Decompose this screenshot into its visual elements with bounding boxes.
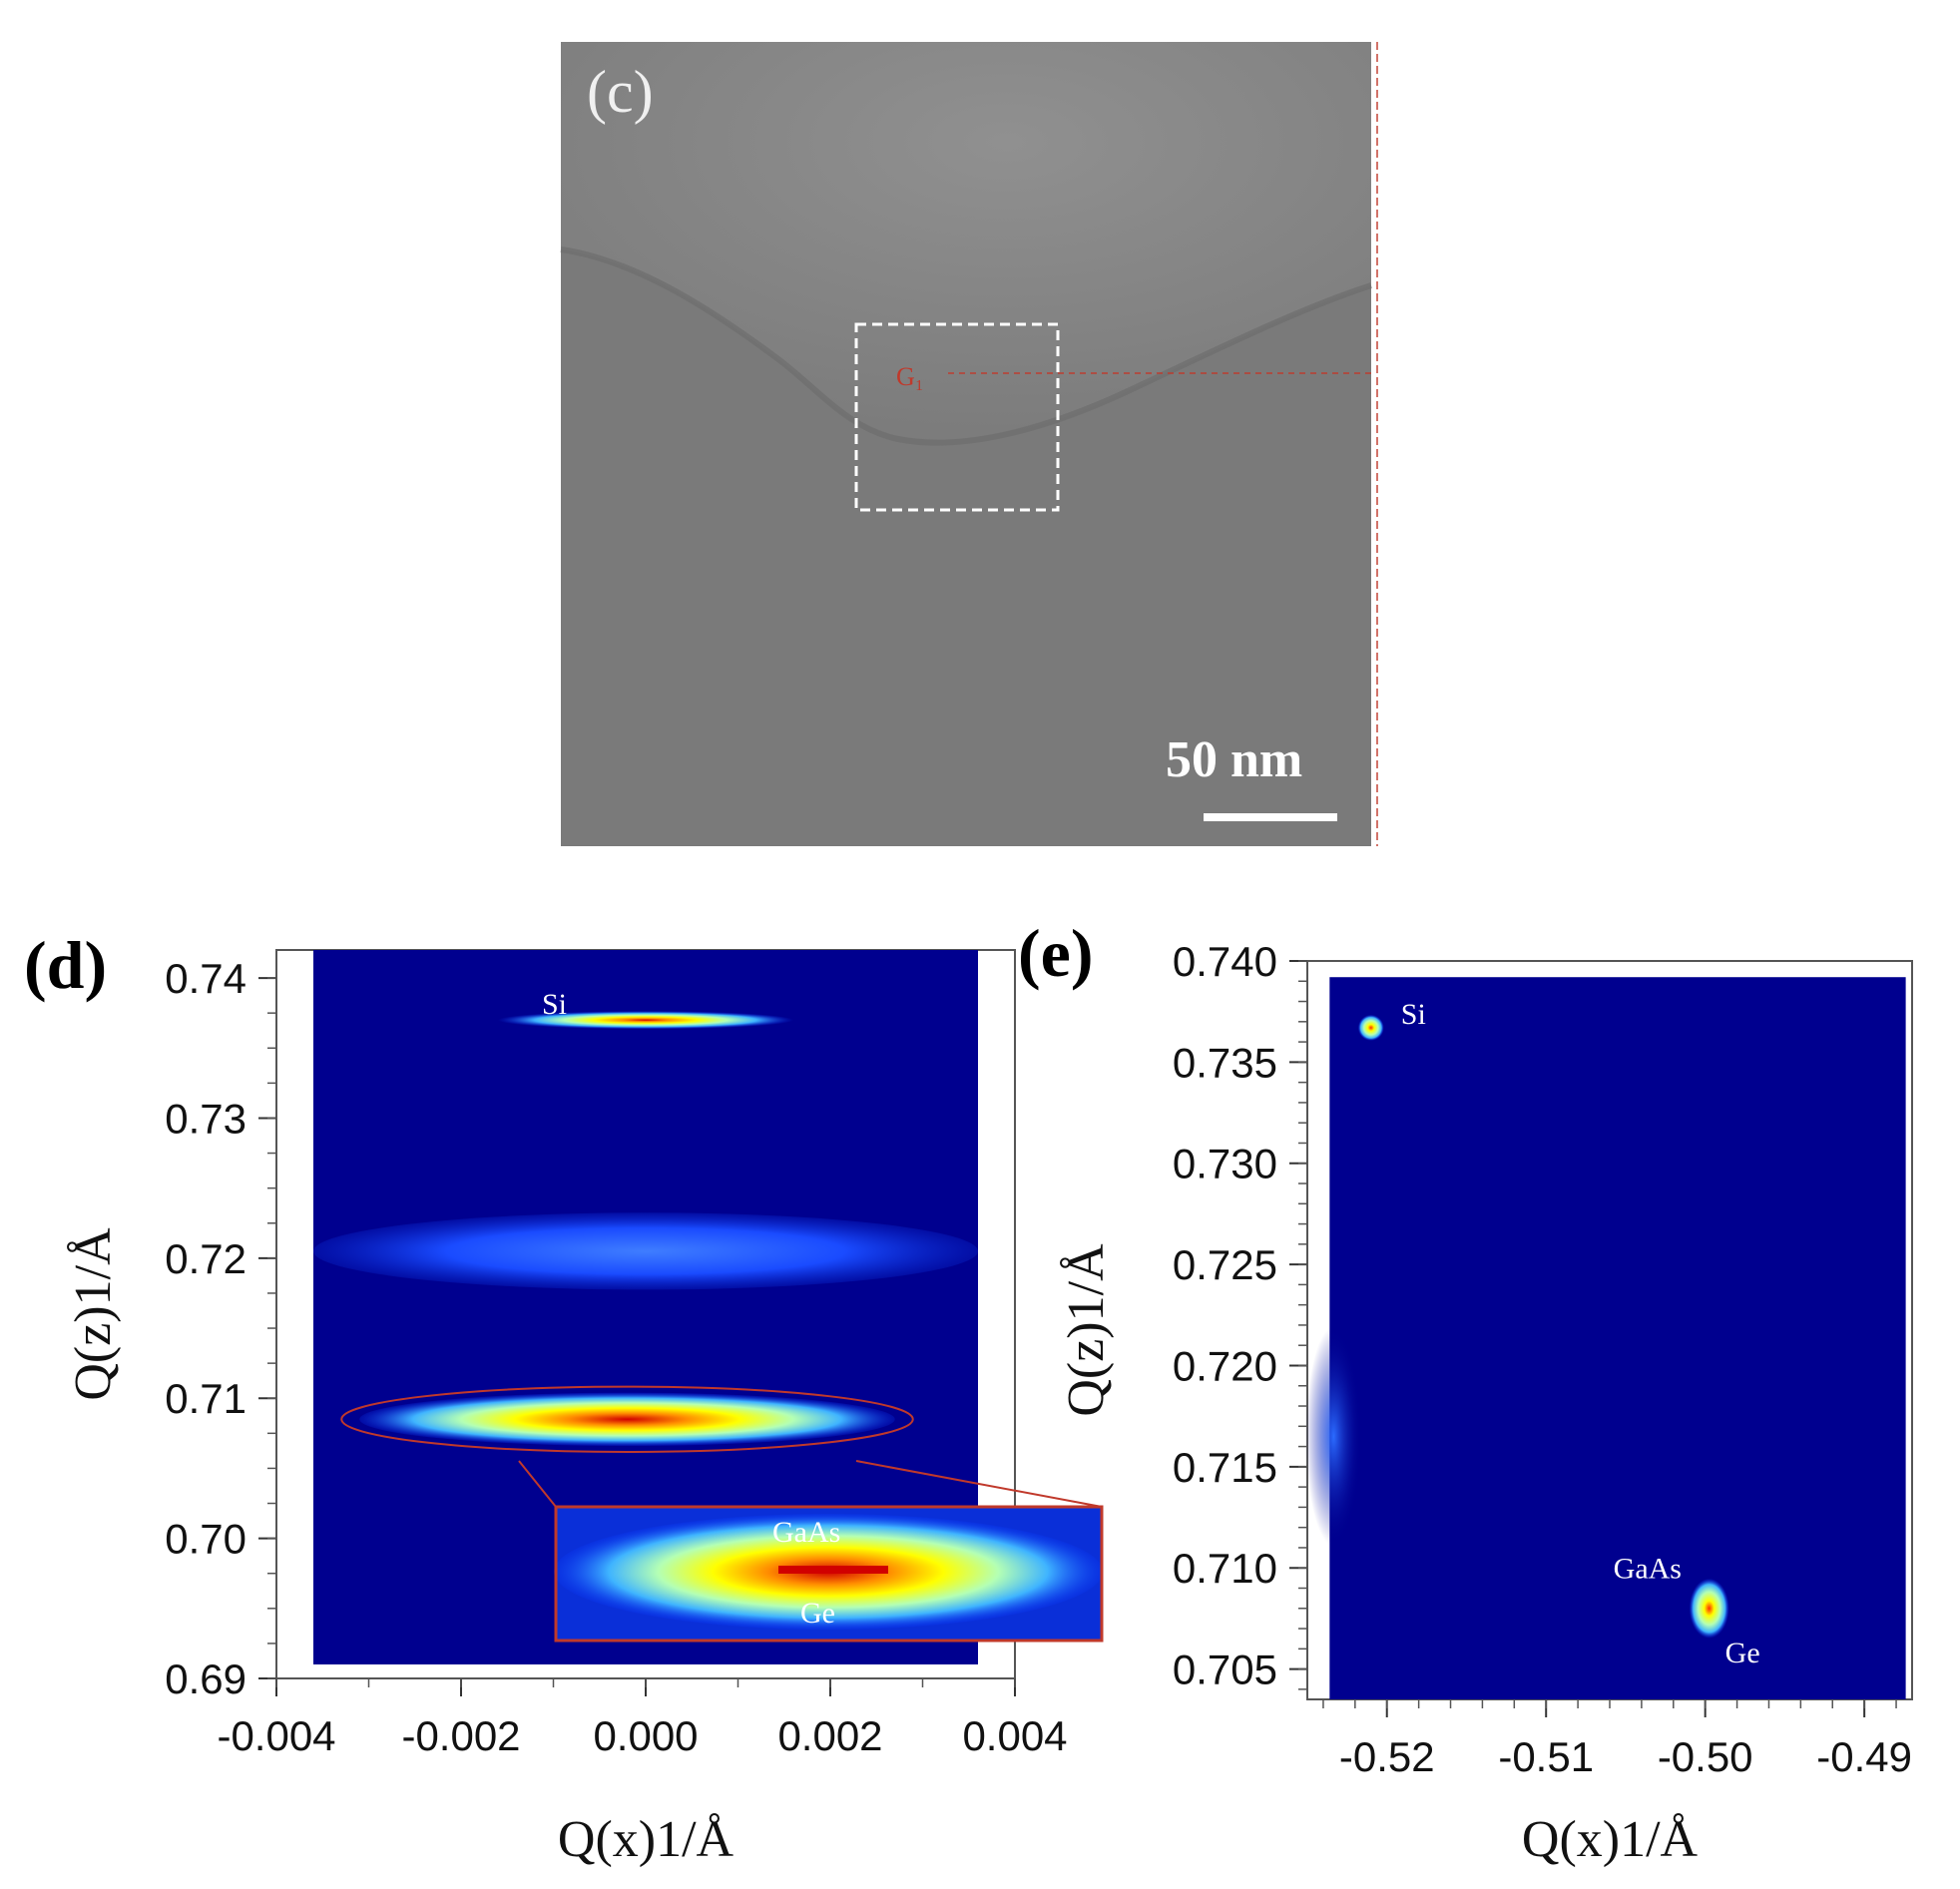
e-y-tick-label: 0.710	[1173, 1545, 1277, 1592]
e-y-tick-label: 0.730	[1173, 1141, 1277, 1187]
panel-c: G₁ (c) 50 nm	[560, 42, 1378, 846]
d-y-tick-label: 0.74	[165, 955, 246, 1002]
e-y-tick-label: 0.725	[1173, 1241, 1277, 1288]
heatmap-background-e	[1329, 977, 1906, 1699]
left-edge-glow-e	[1305, 1326, 1362, 1547]
panel-e-letter: (e)	[1018, 915, 1093, 991]
ge-label-e: Ge	[1725, 1637, 1760, 1669]
y-axis-label-e: Q(z)1/Å	[1058, 1243, 1115, 1417]
axes-e: -0.52 -0.51 -0.50 -0.49 0.705 0.710 0.715 0.720…	[1173, 938, 1912, 1780]
e-y-tick-label: 0.720	[1173, 1342, 1277, 1389]
d-y-tick-label: 0.70	[165, 1516, 246, 1563]
panel-d: (d) Si GaAs Ge -0.004 -0.002 0.000 0.002 0.0…	[24, 927, 1104, 1868]
d-y-tick-label: 0.72	[165, 1235, 246, 1282]
tem-selection-box	[854, 322, 1060, 512]
inset-connector-right	[855, 1460, 1103, 1508]
panel-e: (e) Si GaAs Ge -0.52 -0.51 -0.50 -0.49 0.705…	[1018, 915, 1913, 1868]
d-y-tick-label: 0.71	[165, 1375, 246, 1422]
scale-bar	[1204, 813, 1337, 821]
gaas-ge-peak-e	[1689, 1578, 1729, 1639]
d-x-tick-label: 0.002	[777, 1712, 882, 1759]
d-x-tick-label: 0.004	[962, 1712, 1067, 1759]
tem-marker-label: G₁	[896, 362, 924, 391]
e-y-tick-label: 0.715	[1173, 1444, 1277, 1491]
broad-peak-d	[313, 1212, 978, 1290]
inset-label-ge: Ge	[800, 1597, 835, 1630]
d-x-tick-label: -0.002	[401, 1712, 520, 1759]
inset-frame	[554, 1505, 1104, 1643]
e-y-tick-label: 0.735	[1173, 1039, 1277, 1086]
e-x-tick-label: -0.51	[1498, 1733, 1594, 1780]
peak-outline-ellipse	[340, 1385, 914, 1453]
si-label-e: Si	[1401, 998, 1426, 1031]
si-peak-e	[1357, 1014, 1384, 1041]
e-x-tick-label: -0.49	[1816, 1733, 1912, 1780]
d-y-tick-label: 0.69	[165, 1655, 246, 1702]
inset-d: GaAs Ge	[554, 1505, 1104, 1643]
d-x-tick-label: 0.000	[593, 1712, 698, 1759]
e-x-tick-label: -0.50	[1658, 1733, 1753, 1780]
d-x-tick-label: -0.004	[217, 1712, 335, 1759]
panel-d-letter: (d)	[24, 927, 107, 1003]
x-axis-label-e: Q(x)1/Å	[1522, 1811, 1699, 1868]
inset-peak-core	[778, 1566, 888, 1574]
x-axis-label-d: Q(x)1/Å	[558, 1811, 735, 1868]
si-label-d: Si	[542, 988, 567, 1021]
tem-upper-region	[561, 42, 1371, 443]
e-y-tick-label: 0.740	[1173, 938, 1277, 985]
gaas-label-e: GaAs	[1614, 1553, 1682, 1586]
scale-bar-text: 50 nm	[1166, 731, 1302, 788]
gaas-ge-peak-d	[359, 1392, 895, 1446]
axes-d: -0.004 -0.002 0.000 0.002 0.004 0.69 0.70 0.71 0…	[165, 955, 1067, 1759]
tem-interface-band	[560, 246, 1372, 446]
e-x-tick-label: -0.52	[1339, 1733, 1435, 1780]
panel-c-letter: (c)	[587, 59, 654, 125]
y-axis-label-d: Q(z)1/Å	[65, 1227, 122, 1401]
inset-connector-left	[518, 1460, 557, 1508]
si-peak-d	[498, 1011, 793, 1030]
e-y-tick-label: 0.705	[1173, 1647, 1277, 1693]
d-y-tick-label: 0.73	[165, 1095, 246, 1142]
inset-label-gaas: GaAs	[772, 1516, 840, 1549]
